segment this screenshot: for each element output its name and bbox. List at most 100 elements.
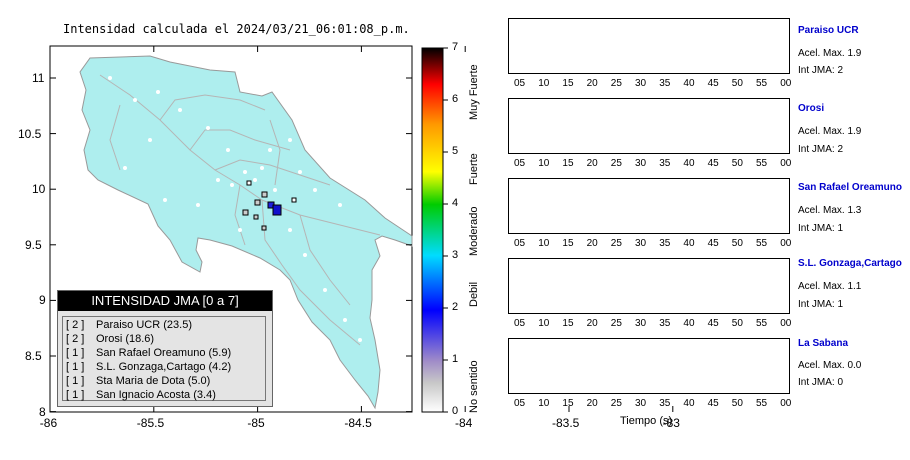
station-max-accel: Acel. Max. 1.3 [798,205,862,216]
map-x-tick-label: -86 [39,416,58,430]
time-tick-label: 20 [586,318,598,329]
time-tick-label: 55 [756,398,768,409]
time-tick-label: 55 [756,238,768,249]
colorbar-tick-label: 4 [452,197,459,209]
map-x-tick-label: -85 [247,416,265,430]
time-tick-label: 45 [707,238,719,249]
map-y-tick-label: 9.5 [25,237,42,252]
time-tick-label: 55 [756,318,768,329]
station-jma-intensity: Int JMA: 2 [798,144,844,155]
colorbar-category-label: Moderado [468,206,480,257]
legend-level: [ 1 ] [66,361,85,373]
time-tick-label: 25 [610,78,622,89]
legend-item: [ 1 ] Sta Maria de Dota (5.0) [66,374,265,388]
time-tick-label: 15 [562,318,574,329]
time-tick-label: 30 [635,398,647,409]
time-axis-title: Tiempo (s) [620,415,673,427]
legend-station: S.L. Gonzaga,Cartago (4.2) [96,361,232,373]
trace-panel-paraiso-ucr [508,18,790,74]
trace-panel-la-sabana [508,338,790,394]
time-tick-label: 30 [635,238,647,249]
time-tick-label: 50 [731,78,743,89]
legend-item: [ 2 ] Orosi (18.6) [66,332,265,346]
legend-header: INTENSIDAD JMA [0 a 7] [58,291,272,311]
colorbar-tick-label: 2 [452,301,459,313]
time-tick-label: 35 [659,158,671,169]
map-y-tick-label: 10.5 [18,126,42,141]
map-x-tick-label: -85.5 [136,416,165,430]
time-tick-label: 55 [756,158,768,169]
time-tick-label: 40 [683,158,695,169]
time-tick-label: 35 [659,78,671,89]
intensity-legend: INTENSIDAD JMA [0 a 7] [ 2 ] Paraiso UCR … [57,290,273,407]
trace-panel-sl-gonzaga-cartago [508,258,790,314]
legend-station: Paraiso UCR (23.5) [96,319,192,331]
map-y-tick-label: 8.5 [25,349,42,363]
time-tick-label: 45 [707,398,719,409]
time-tick-label: 00 [780,78,792,89]
time-tick-label: 45 [707,78,719,89]
time-tick-label: 45 [707,158,719,169]
map-y-tick-label: 9 [39,293,46,308]
station-jma-intensity: Int JMA: 0 [798,377,844,388]
colorbar-ticks [443,47,448,413]
station-jma-intensity: Int JMA: 2 [798,65,844,76]
legend-level: [ 2 ] [66,333,85,345]
legend-level: [ 2 ] [66,319,85,331]
station-max-accel: Acel. Max. 1.9 [798,126,862,137]
time-tick-label: 15 [562,398,574,409]
time-tick-label: 50 [731,158,743,169]
trace-panel-orosi [508,98,790,154]
colorbar-tick-label: 3 [452,249,459,261]
intensity-stations [242,180,297,231]
station-max-accel: Acel. Max. 0.0 [798,360,862,371]
time-tick-label: 25 [610,238,622,249]
time-tick-label: 10 [538,398,550,409]
legend-level: [ 1 ] [66,375,85,387]
station-jma-intensity: Int JMA: 1 [798,223,844,234]
legend-level: [ 1 ] [66,347,85,359]
station-name: La Sabana [798,338,849,349]
time-tick-label: 40 [683,398,695,409]
colorbar-tick-label: 5 [452,145,459,157]
time-tick-label: 20 [586,238,598,249]
time-tick-label: 00 [780,398,792,409]
time-tick-label: 20 [586,158,598,169]
colorbar-tick-label: 1 [452,353,459,365]
legend-item: [ 2 ] Paraiso UCR (23.5) [66,318,265,332]
time-tick-label: 00 [780,318,792,329]
time-tick-label: 40 [683,78,695,89]
legend-list: [ 2 ] Paraiso UCR (23.5) [ 2 ] Orosi (18.6… [62,316,266,401]
time-tick-label: 50 [731,318,743,329]
time-tick-label: 50 [731,398,743,409]
station-name: Orosi [798,103,825,114]
map-y-ticks [50,77,412,413]
time-tick-label: 40 [683,318,695,329]
time-tick-label: 05 [514,398,526,409]
time-tick-label: 05 [514,158,526,169]
colorbar-category-label: Debil [468,281,480,307]
time-tick-label: 05 [514,238,526,249]
time-tick-label: 25 [610,398,622,409]
time-tick-label: 20 [586,398,598,409]
time-tick-label: 50 [731,238,743,249]
time-tick-label: 35 [659,318,671,329]
legend-level: [ 1 ] [66,389,85,401]
time-tick-label: 10 [538,238,550,249]
station-name: S.L. Gonzaga,Cartago [798,258,902,269]
colorbar-category-label: Fuerte [468,153,480,185]
time-tick-label: 15 [562,78,574,89]
colorbar-category-label: No sentido [468,360,480,413]
time-tick-label: 20 [586,78,598,89]
time-tick-label: 40 [683,238,695,249]
colorbar-tick-label: 6 [452,93,459,105]
time-tick-label: 05 [514,318,526,329]
time-tick-label: 55 [756,78,768,89]
map-x-tick-label: -83 [662,416,680,430]
time-tick-label: 25 [610,318,622,329]
map-x-tick-label: -83.5 [552,416,580,430]
time-tick-label: 35 [659,398,671,409]
station-max-accel: Acel. Max. 1.9 [798,48,862,59]
time-tick-label: 10 [538,318,550,329]
colorbar-tick-label: 7 [452,41,459,53]
